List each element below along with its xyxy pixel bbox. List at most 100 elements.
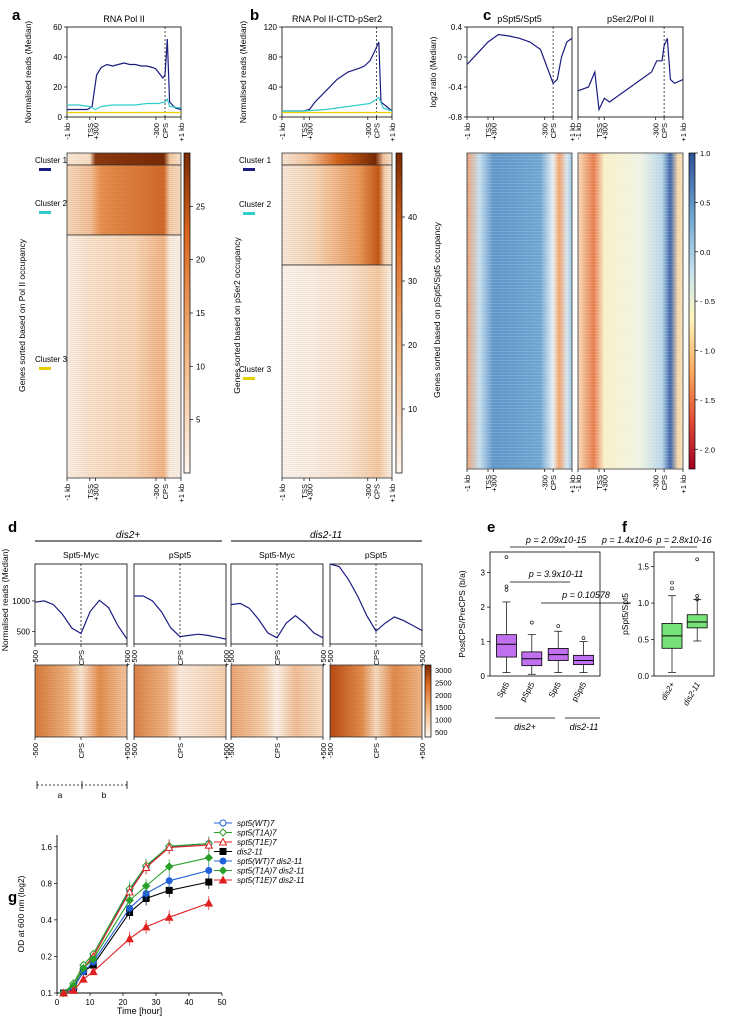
outlier xyxy=(670,586,674,591)
hm-x-tick-label: TSS xyxy=(86,484,95,499)
y-axis-label: Normalised reads (Median) xyxy=(23,21,33,124)
colorbar-tick-label: 3000 xyxy=(435,666,452,675)
marker xyxy=(141,862,151,871)
marker xyxy=(69,985,78,994)
heatmap-texture xyxy=(67,153,181,165)
x-tick-label: +1 kb xyxy=(388,123,397,142)
x-axis-label: Time [hour] xyxy=(117,1006,162,1016)
hm-x-tick-label: -300 xyxy=(364,484,373,499)
hm-x-tick-label: -1 kb xyxy=(63,484,72,501)
cluster-swatch xyxy=(243,168,255,171)
y-tick-label: 120 xyxy=(264,23,278,32)
heatmap-texture xyxy=(578,153,683,469)
colorbar-tick-label: 30 xyxy=(408,277,417,286)
hm-x-tick-label: +500 xyxy=(418,743,427,760)
outlier xyxy=(504,588,509,592)
series-line xyxy=(67,38,182,111)
hm-x-tick-label: +500 xyxy=(319,743,328,760)
ratio-line xyxy=(577,38,684,112)
hm-x-tick-label: CPS xyxy=(161,484,170,499)
y-tick-label: 20 xyxy=(53,83,62,92)
x-tick-label: 40 xyxy=(185,998,194,1007)
y-tick-label: 1000 xyxy=(12,597,30,606)
cluster-label: Cluster 1 xyxy=(239,156,272,165)
colorbar-tick-label: - 2.0 xyxy=(700,445,715,454)
y-tick-label: -0.8 xyxy=(448,113,462,122)
y-tick-label: 40 xyxy=(268,83,277,92)
subplot-title: Spt5-Myc xyxy=(259,550,296,560)
hm-x-tick-label: +300 xyxy=(600,475,609,492)
x-tick-label: -300 xyxy=(652,123,661,138)
colorbar-tick-label: 0.5 xyxy=(700,198,710,207)
colorbar xyxy=(424,664,432,738)
category-label: pSpt5 xyxy=(518,680,537,703)
hm-x-tick-label: CPS xyxy=(373,484,382,499)
x-tick-label: +300 xyxy=(92,123,101,140)
growth-line xyxy=(63,843,209,994)
colorbar-tick-label: 40 xyxy=(408,213,417,222)
cluster-swatch xyxy=(243,212,255,215)
outlier xyxy=(670,580,674,585)
x-tick-label: +1 kb xyxy=(568,123,577,142)
pvalue-label: p = 2.8x10-16 xyxy=(655,535,711,545)
legend-label: spt5(T1A)7 dis2-11 xyxy=(237,867,304,876)
cluster-swatch xyxy=(243,377,255,380)
outlier xyxy=(695,593,700,598)
legend-label: spt5(WT)7 xyxy=(237,819,275,828)
y-tick-label: 0.0 xyxy=(638,672,650,681)
segment-label: b xyxy=(102,790,107,800)
x-tick-label: CPS xyxy=(273,650,282,665)
x-tick-label: 0 xyxy=(55,998,60,1007)
hm-x-tick-label: +500 xyxy=(222,743,231,760)
x-tick-label: -1 kb xyxy=(278,123,287,140)
heatmap-y-label: Genes sorted based on pSpt5/Spt5 occupan… xyxy=(432,221,442,398)
colorbar-tick-label: 2000 xyxy=(435,691,452,700)
heatmap-texture xyxy=(134,665,226,737)
x-tick-label: -300 xyxy=(152,123,161,138)
x-tick-label: +500 xyxy=(418,650,427,667)
outlier xyxy=(504,584,509,589)
colorbar-tick-label: 20 xyxy=(196,256,205,265)
cluster-label: Cluster 1 xyxy=(35,156,68,165)
category-label: pSpt5 xyxy=(570,680,589,703)
group-label: dis2+ xyxy=(514,722,536,732)
x-tick-label: CPS xyxy=(660,123,669,138)
marker xyxy=(164,862,174,871)
category-label: dis2+ xyxy=(659,680,677,702)
cluster-label: Cluster 2 xyxy=(35,199,68,208)
colorbar-tick-label: 25 xyxy=(196,202,205,211)
legend-label: spt5(T1E)7 xyxy=(237,838,277,847)
growth-line xyxy=(63,881,209,994)
category-label: dis2-11 xyxy=(681,681,702,708)
profile-frame xyxy=(66,26,182,118)
profile-frame xyxy=(577,26,684,118)
hm-x-tick-label: -500 xyxy=(326,743,335,758)
y-tick-label: 0.1 xyxy=(41,989,53,998)
x-tick-label: +500 xyxy=(222,650,231,667)
y-axis-label: OD at 600 nm (log2) xyxy=(16,875,26,952)
growth-line xyxy=(63,902,209,994)
colorbar-tick-label: 10 xyxy=(408,405,417,414)
colorbar-tick-label: 5 xyxy=(196,416,201,425)
x-tick-label: +1 kb xyxy=(679,123,688,142)
hm-x-tick-label: CPS xyxy=(660,475,669,490)
marker xyxy=(88,967,98,976)
outlier xyxy=(556,624,561,628)
x-tick-label: +500 xyxy=(319,650,328,667)
hm-x-tick-label: +1 kb xyxy=(568,475,577,494)
marker xyxy=(219,857,227,865)
marker xyxy=(79,974,88,983)
colorbar-tick-label: 20 xyxy=(408,341,417,350)
hm-x-tick-label: CPS xyxy=(273,743,282,758)
y-tick-label: 40 xyxy=(53,53,62,62)
outlier xyxy=(695,597,700,602)
x-tick-label: TSS xyxy=(86,123,95,138)
outlier xyxy=(695,557,700,562)
marker xyxy=(219,819,227,827)
x-tick-label: -1 kb xyxy=(463,123,472,140)
cluster-swatch xyxy=(39,168,51,171)
heatmap-texture xyxy=(282,165,392,265)
pvalue-label: p = 0.10578 xyxy=(561,590,610,600)
legend-label: spt5(T1E)7 dis2-11 xyxy=(237,876,304,885)
marker xyxy=(218,866,228,875)
